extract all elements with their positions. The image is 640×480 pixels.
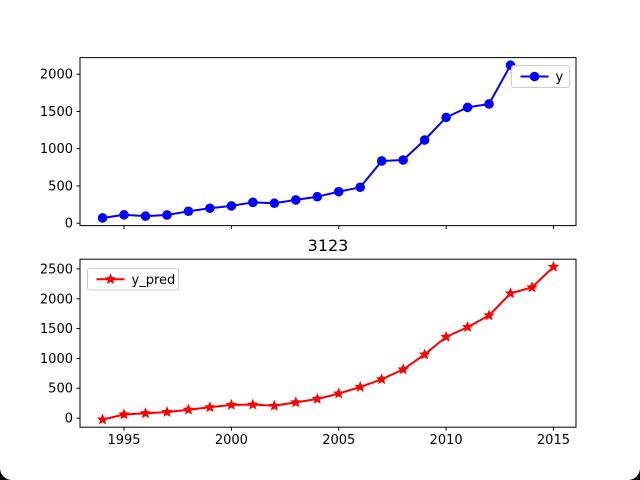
- data-point: [419, 135, 430, 145]
- y-tick-label: 1000: [40, 352, 73, 367]
- data-point: [119, 210, 129, 220]
- data-point: [418, 348, 431, 360]
- data-point: [225, 398, 238, 410]
- data-point: [205, 203, 215, 214]
- data-point: [247, 398, 259, 410]
- data-point: [96, 413, 109, 425]
- data-point: [290, 195, 301, 205]
- data-point: [354, 381, 366, 392]
- subplot-top: 0 500 1000 1500 2000 y: [40, 57, 577, 232]
- legend-label: y_pred: [132, 273, 176, 288]
- x-tick-label: 2015: [537, 433, 570, 448]
- data-point: [183, 206, 194, 217]
- data-point: [118, 408, 130, 420]
- data-point: [484, 99, 494, 109]
- data-point: [376, 156, 387, 166]
- series-line-y_pred: [102, 266, 555, 421]
- data-point: [269, 198, 280, 209]
- data-point: [312, 191, 323, 202]
- data-point: [355, 182, 366, 193]
- data-point: [504, 287, 517, 299]
- y-tick-label: 1500: [40, 322, 73, 337]
- data-point: [333, 186, 344, 197]
- data-point: [161, 406, 173, 417]
- data-point: [547, 260, 560, 272]
- data-point: [461, 321, 474, 332]
- data-point: [311, 393, 323, 404]
- data-point: [204, 401, 216, 413]
- axes-frame: [79, 57, 577, 227]
- legend-marker: [104, 273, 117, 285]
- x-tick-label: 2005: [322, 433, 355, 448]
- data-point: [526, 281, 538, 293]
- y-tick-label: 0: [65, 217, 73, 232]
- y-tick-label: 2000: [40, 292, 73, 307]
- data-point: [226, 201, 237, 211]
- axes-frame: [79, 258, 577, 428]
- data-point: [290, 396, 302, 408]
- y-tick-label: 2000: [40, 68, 73, 83]
- x-tick-label: 1995: [107, 433, 140, 448]
- data-point: [268, 399, 280, 411]
- data-point: [162, 210, 172, 220]
- data-point: [333, 387, 345, 399]
- data-point: [398, 155, 408, 165]
- data-point: [139, 407, 152, 419]
- data-point: [483, 309, 495, 321]
- y-tick-label: 2500: [40, 262, 73, 277]
- y-tick-label: 1500: [40, 105, 73, 120]
- y-tick-label: 1000: [40, 142, 73, 157]
- data-point: [441, 112, 451, 123]
- legend-marker: [529, 71, 540, 82]
- bottom-subplot-title: 3123: [307, 236, 349, 255]
- data-point: [182, 403, 195, 415]
- subplot-bottom: 1995 2000 2005 2010 2015 0 500 1000 1500 2000 2500…: [40, 258, 577, 448]
- series-line-y: [102, 64, 512, 219]
- x-tick-label: 2000: [215, 433, 248, 448]
- legend-box: [87, 268, 179, 291]
- data-point: [376, 373, 388, 385]
- data-point: [462, 102, 473, 113]
- data-point: [97, 213, 108, 223]
- y-tick-label: 500: [48, 382, 73, 397]
- data-point: [248, 197, 258, 208]
- x-tick-label: 2010: [430, 433, 463, 448]
- data-point: [140, 211, 151, 221]
- y-tick-label: 0: [65, 412, 73, 427]
- legend-label: y: [556, 70, 564, 85]
- data-point: [397, 363, 409, 375]
- data-point: [440, 330, 452, 342]
- y-tick-label: 500: [48, 179, 73, 194]
